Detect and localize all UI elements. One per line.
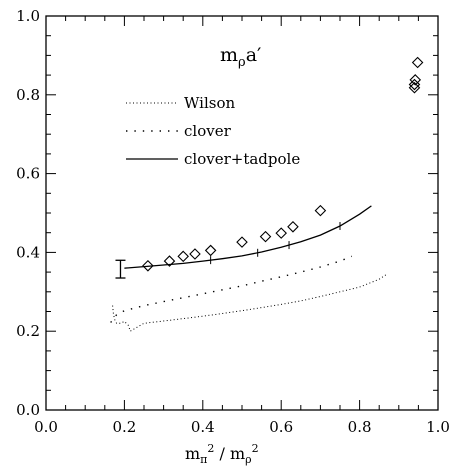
plot-frame — [45, 15, 439, 411]
data-markers — [142, 56, 424, 272]
diamond-marker — [314, 204, 327, 217]
y-tick-label: 0.8 — [16, 86, 40, 104]
diamond-marker — [142, 260, 154, 272]
diamond-marker — [177, 250, 189, 263]
legend-label: Wilson — [184, 94, 235, 112]
diamond-marker — [236, 236, 248, 248]
axis-tick-labels: 0.00.0 0.2 0.2 0.4 0.4 0.6 0.6 0.8 0.8 1.0 1.0 — [16, 7, 450, 436]
x-tick-label: 0.4 — [191, 418, 215, 436]
diamond-marker — [275, 227, 287, 239]
diamond-marker — [189, 248, 201, 260]
x-tick-label: 0.0 — [34, 418, 58, 436]
diamond-marker — [163, 255, 176, 267]
series-line-clover — [110, 255, 353, 323]
x-tick-label: 1.0 — [426, 418, 450, 436]
legend-label: clover+tadpole — [184, 150, 300, 168]
x-axis-label: mπ2 / mρ2 — [185, 442, 259, 466]
x-tick-label: 0.6 — [269, 418, 293, 436]
data-curves — [110, 205, 388, 332]
diamond-marker — [287, 221, 299, 233]
y-tick-label: 0.6 — [16, 165, 40, 183]
axis-ticks — [45, 15, 439, 411]
legend: Wilson clover clover+tadpole — [126, 94, 300, 168]
x-tick-label: 0.8 — [348, 418, 372, 436]
diamond-marker — [204, 244, 217, 257]
diamond-marker — [409, 74, 422, 86]
diamond-marker — [259, 230, 272, 243]
y-tick-label: 0.0 — [16, 401, 40, 419]
diamond-marker — [411, 56, 424, 69]
series-line-wilson — [112, 273, 388, 332]
y-tick-label: 1.0 — [16, 7, 40, 25]
y-tick-label: 0.2 — [16, 322, 40, 340]
y-tick-label: 0.4 — [16, 243, 40, 261]
series-line-clover-tadpole — [124, 205, 372, 269]
legend-label: clover — [184, 122, 232, 140]
x-tick-label: 0.2 — [112, 418, 136, 436]
chart-title: mρa′ — [220, 44, 261, 70]
